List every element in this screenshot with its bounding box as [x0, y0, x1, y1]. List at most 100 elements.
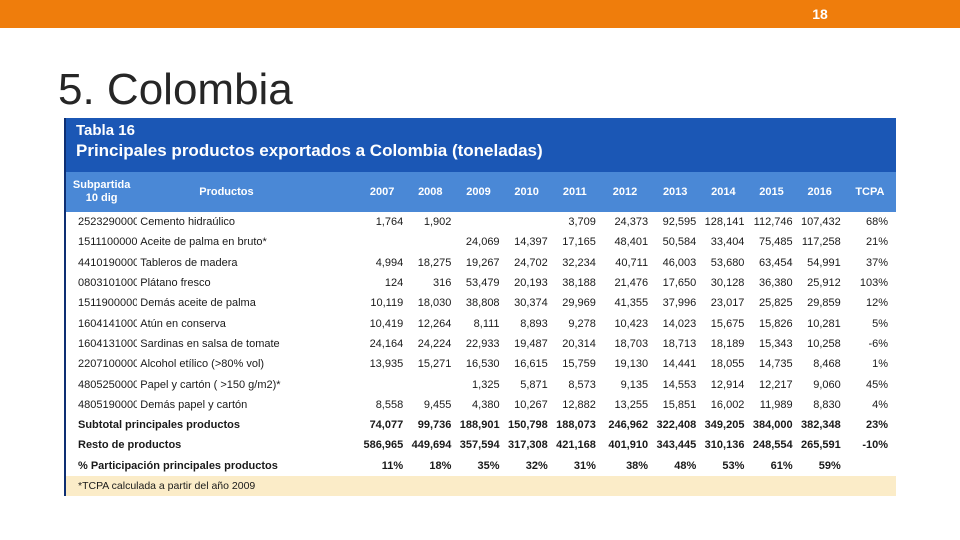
table-row: 1511100000 Aceite de palma en bruto* 24,06…: [63, 232, 896, 253]
cell-product: Demás papel y cartón: [140, 398, 248, 411]
cell-value: 38,808: [465, 297, 500, 310]
cell-tcpa: -6%: [868, 337, 888, 350]
cell-value: 248,554: [752, 439, 793, 452]
table-number: Tabla 16: [76, 122, 135, 139]
cell-value: 382,348: [801, 419, 841, 432]
cell-value: 14,441: [662, 358, 697, 371]
cell-value: 449,694: [411, 439, 452, 452]
cell-value: 25,912: [807, 277, 841, 290]
cell-product: Demás aceite de palma: [140, 297, 256, 310]
summary-row: Resto de productos 586,965 449,694 357,594 3…: [63, 435, 896, 456]
cell-value: 10,419: [369, 317, 404, 330]
cell-value: 99,736: [417, 419, 452, 432]
cell-value: 18,055: [710, 358, 745, 371]
cell-subpartida: 1604141000: [63, 313, 138, 334]
cell-value: 8,468: [813, 358, 841, 371]
cell-value: 107,432: [801, 216, 841, 229]
cell-tcpa: 21%: [865, 236, 888, 249]
table-row: 1604141000 Atún en conserva 10,419 12,264 8,…: [63, 313, 896, 334]
export-table-figure: Tabla 16 Principales productos exportado…: [63, 118, 896, 510]
cell-value: 24,702: [514, 256, 548, 269]
cell-value: 10,267: [514, 398, 548, 411]
cell-value: 92,595: [662, 216, 697, 229]
cell-value: 20,314: [562, 337, 596, 350]
cell-value: 317,308: [507, 439, 548, 452]
cell-value: 15,271: [417, 358, 452, 371]
summary-row: % Participación principales productos 11%…: [63, 455, 896, 476]
cell-value: 14,553: [662, 378, 697, 391]
cell-subpartida: 0803101000: [63, 272, 138, 294]
header-year-2009: 2009: [466, 186, 491, 198]
cell-product: Aceite de palma en bruto*: [140, 236, 267, 249]
cell-value: 59%: [818, 459, 841, 472]
cell-value: 124: [384, 277, 404, 290]
cell-tcpa: 68%: [865, 216, 888, 229]
cell-value: 40,711: [615, 256, 649, 269]
cell-value: 401,910: [608, 439, 649, 452]
cell-value: 9,278: [568, 317, 596, 330]
header-tcpa: TCPA: [855, 186, 885, 198]
cell-value: 343,445: [656, 439, 697, 452]
header-year-2016: 2016: [807, 186, 832, 198]
cell-value: 586,965: [363, 439, 404, 452]
cell-value: 10,423: [614, 317, 649, 330]
cell-value: 8,893: [520, 317, 548, 330]
table-row: 1511900000 Demás aceite de palma 10,119 18,…: [63, 293, 896, 314]
cell-value: 22,933: [465, 337, 500, 350]
cell-product: Sardinas en salsa de tomate: [140, 337, 280, 350]
cell-value: 357,594: [459, 439, 500, 452]
cell-value: 13,935: [369, 358, 404, 371]
header-year-2014: 2014: [711, 186, 736, 198]
cell-value: 19,267: [465, 256, 500, 269]
cell-subpartida: 4805250000: [63, 374, 138, 395]
cell-value: 53%: [722, 459, 745, 472]
cell-value: 19,487: [514, 337, 548, 350]
cell-tcpa: 37%: [865, 256, 888, 269]
cell-value: 46,003: [662, 256, 697, 269]
cell-product: Plátano fresco: [140, 277, 211, 290]
cell-value: 53,479: [465, 277, 500, 290]
cell-value: 32%: [525, 459, 548, 472]
cell-value: 9,455: [423, 398, 452, 411]
cell-value: 15,851: [662, 398, 697, 411]
cell-value: 384,000: [752, 419, 793, 432]
cell-value: 54,991: [807, 256, 841, 269]
cell-value: 17,650: [662, 277, 697, 290]
cell-value: 14,023: [662, 317, 697, 330]
cell-value: 30,374: [514, 297, 548, 310]
cell-tcpa: 1%: [872, 358, 888, 371]
cell-value: 10,281: [807, 317, 841, 330]
cell-value: 12,264: [417, 317, 452, 330]
cell-value: 11%: [381, 459, 404, 472]
cell-value: 18,275: [417, 256, 452, 269]
table-row: 4805190000 Demás papel y cartón 8,558 9,455…: [63, 394, 896, 415]
header-productos: Productos: [199, 186, 254, 198]
cell-value: 13,255: [614, 398, 649, 411]
cell-value: 74,077: [369, 419, 404, 432]
cell-value: 61%: [770, 459, 793, 472]
cell-value: [406, 374, 454, 394]
cell-value: 246,962: [608, 419, 649, 432]
exports-table: Subpartida 10 dig Productos 2007 2008 2009 201…: [63, 172, 896, 496]
cell-value: 12,217: [758, 378, 793, 391]
cell-product: Atún en conserva: [140, 317, 226, 330]
cell-value: 1,325: [472, 378, 500, 391]
cell-value: 48%: [674, 459, 697, 472]
cell-tcpa: 12%: [865, 297, 888, 310]
cell-value: 24,224: [417, 337, 452, 350]
table-row: 2207100000 Alcohol etílico (>80% vol) 13,9…: [63, 354, 896, 375]
cell-tcpa: 45%: [865, 378, 888, 391]
cell-value: 38,188: [562, 277, 596, 290]
cell-value: 37,996: [662, 297, 697, 310]
cell-value: 15,343: [758, 337, 793, 350]
cell-value: 21,476: [614, 277, 649, 290]
header-subpartida: Subpartida 10 dig: [63, 172, 138, 212]
cell-value: 1,764: [375, 216, 404, 229]
cell-value: 8,573: [568, 378, 596, 391]
cell-value: 128,141: [704, 216, 745, 229]
cell-value: [454, 212, 502, 232]
cell-value: 38%: [626, 459, 649, 472]
cell-value: 4,994: [375, 256, 404, 269]
cell-value: 18,189: [710, 337, 745, 350]
cell-value: 53,680: [710, 256, 745, 269]
